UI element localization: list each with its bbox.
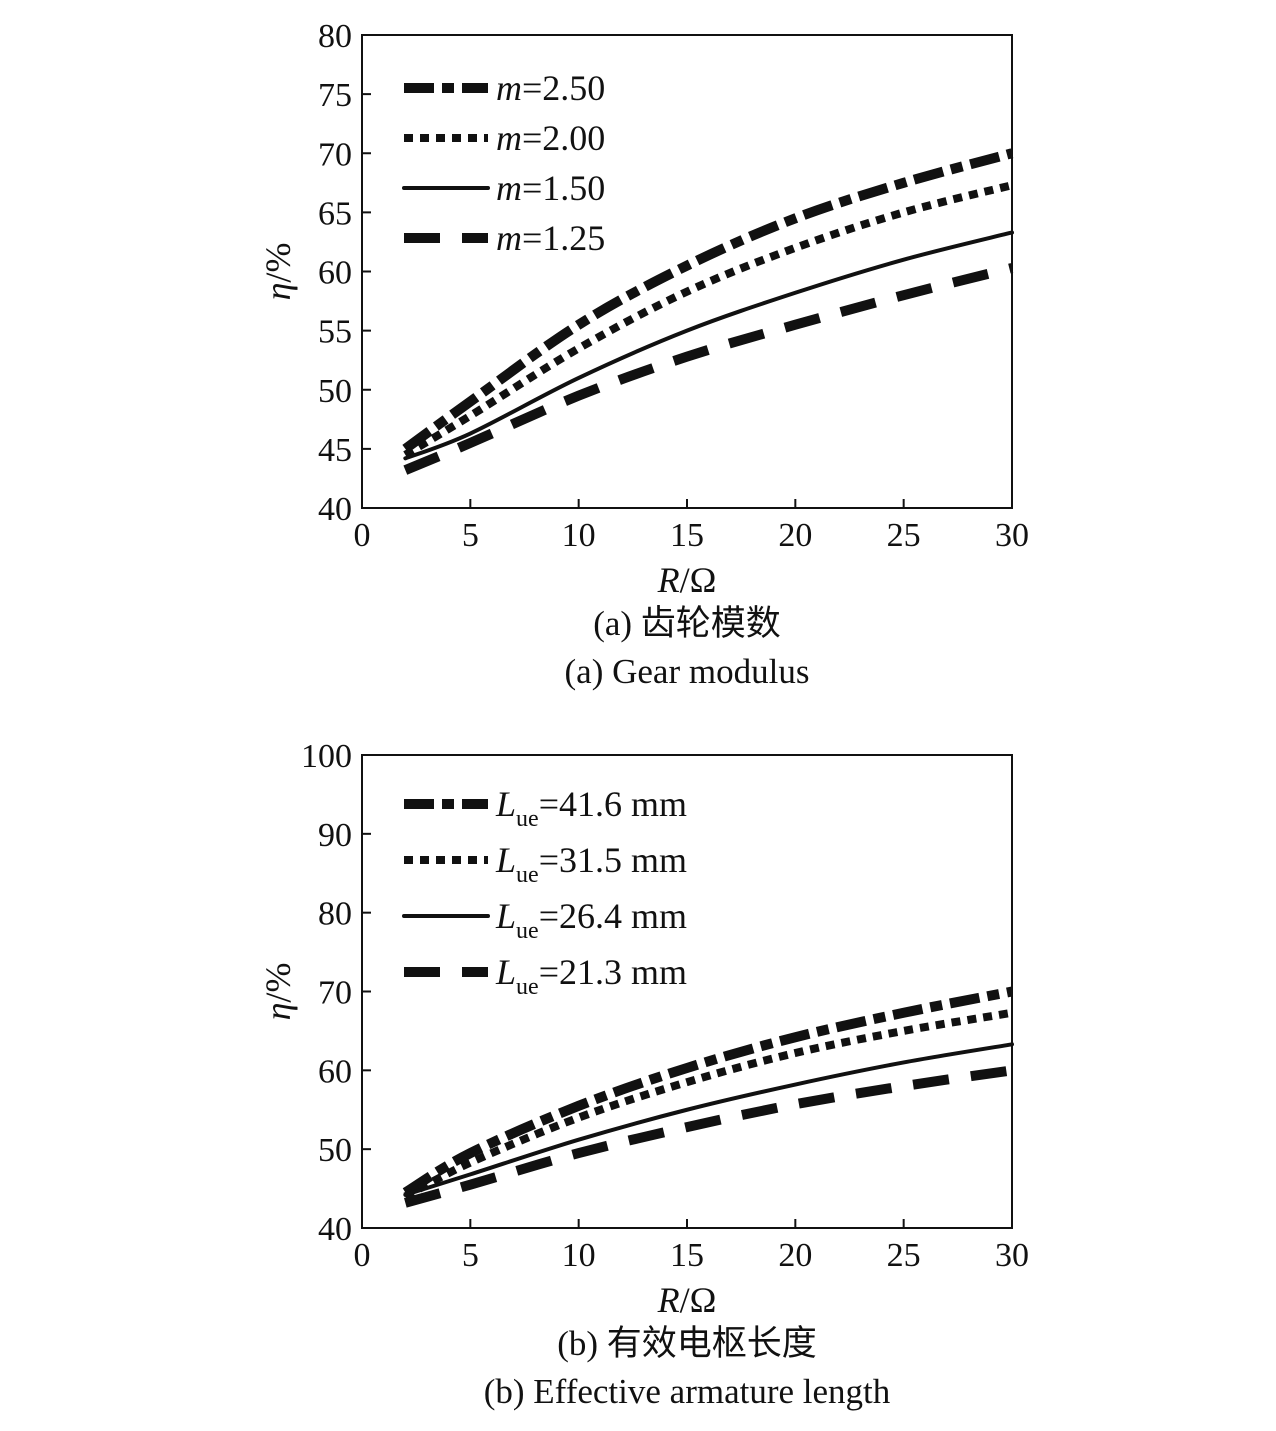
series-line-4 bbox=[403, 1065, 1013, 1208]
y-tick-label: 40 bbox=[318, 491, 352, 528]
y-tick-label: 70 bbox=[318, 975, 352, 1012]
legend-label-2: m=2.00 bbox=[496, 118, 605, 158]
legend-label-3: m=1.50 bbox=[496, 168, 605, 208]
y-tick-label: 50 bbox=[318, 1132, 352, 1169]
x-tick-label: 15 bbox=[670, 1237, 704, 1274]
y-tick-label: 90 bbox=[318, 817, 352, 854]
x-tick-label: 30 bbox=[995, 517, 1029, 554]
x-tick-label: 15 bbox=[670, 517, 704, 554]
y-tick-label: 75 bbox=[318, 77, 352, 114]
x-tick-label: 0 bbox=[354, 1237, 371, 1274]
series-line-1 bbox=[402, 986, 1013, 1197]
series-line-2 bbox=[403, 1008, 1013, 1201]
series-line-2 bbox=[403, 181, 1013, 459]
y-axis-label: η/% bbox=[258, 243, 298, 301]
legend-label-2: Lue=31.5 mm bbox=[495, 840, 687, 888]
y-tick-label: 60 bbox=[318, 1053, 352, 1090]
series-line-3 bbox=[403, 230, 1014, 461]
series-line-1 bbox=[402, 148, 1014, 453]
y-tick-label: 80 bbox=[318, 896, 352, 933]
y-tick-label: 60 bbox=[318, 255, 352, 292]
x-tick-label: 20 bbox=[778, 1237, 812, 1274]
y-tick-label: 45 bbox=[318, 432, 352, 469]
x-tick-label: 0 bbox=[354, 517, 371, 554]
x-tick-label: 5 bbox=[462, 517, 479, 554]
y-axis-label: η/% bbox=[258, 963, 298, 1021]
series-line-3 bbox=[403, 1042, 1014, 1197]
y-tick-label: 50 bbox=[318, 373, 352, 410]
x-tick-label: 25 bbox=[887, 1237, 921, 1274]
x-axis-label: R/Ω bbox=[657, 1280, 717, 1320]
x-tick-label: 10 bbox=[562, 1237, 596, 1274]
y-tick-label: 55 bbox=[318, 314, 352, 351]
x-tick-label: 5 bbox=[462, 1237, 479, 1274]
y-tick-label: 100 bbox=[301, 738, 352, 775]
legend-label-1: Lue=41.6 mm bbox=[495, 784, 687, 832]
caption-en-1: (a) Gear modulus bbox=[565, 652, 810, 691]
caption-en-2: (b) Effective armature length bbox=[484, 1372, 891, 1411]
chart-panel-1: 0 5 10 15 20 25 30 40 45 50 55 60 65 70 75 80 R/Ω η/% m=2.… bbox=[258, 18, 1029, 600]
y-tick-label: 80 bbox=[318, 18, 352, 55]
chart-panel-2: 0 5 10 15 20 25 30 40 50 60 70 80 90 100 R/Ω η/% Lue=41.… bbox=[258, 738, 1029, 1320]
x-tick-label: 25 bbox=[887, 517, 921, 554]
y-tick-label: 65 bbox=[318, 195, 352, 232]
y-tick-label: 70 bbox=[318, 136, 352, 173]
x-tick-label: 30 bbox=[995, 1237, 1029, 1274]
caption-cn-1: (a) 齿轮模数 bbox=[593, 604, 781, 643]
legend-label-3: Lue=26.4 mm bbox=[495, 896, 687, 944]
legend-label-4: Lue=21.3 mm bbox=[495, 952, 687, 1000]
legend-label-4: m=1.25 bbox=[496, 218, 605, 258]
x-tick-label: 20 bbox=[778, 517, 812, 554]
x-axis-label: R/Ω bbox=[657, 560, 717, 600]
x-tick-label: 10 bbox=[562, 517, 596, 554]
series-line-4 bbox=[403, 263, 1014, 475]
y-tick-label: 40 bbox=[318, 1211, 352, 1248]
legend-label-1: m=2.50 bbox=[496, 68, 605, 108]
caption-cn-2: (b) 有效电枢长度 bbox=[557, 1324, 817, 1363]
